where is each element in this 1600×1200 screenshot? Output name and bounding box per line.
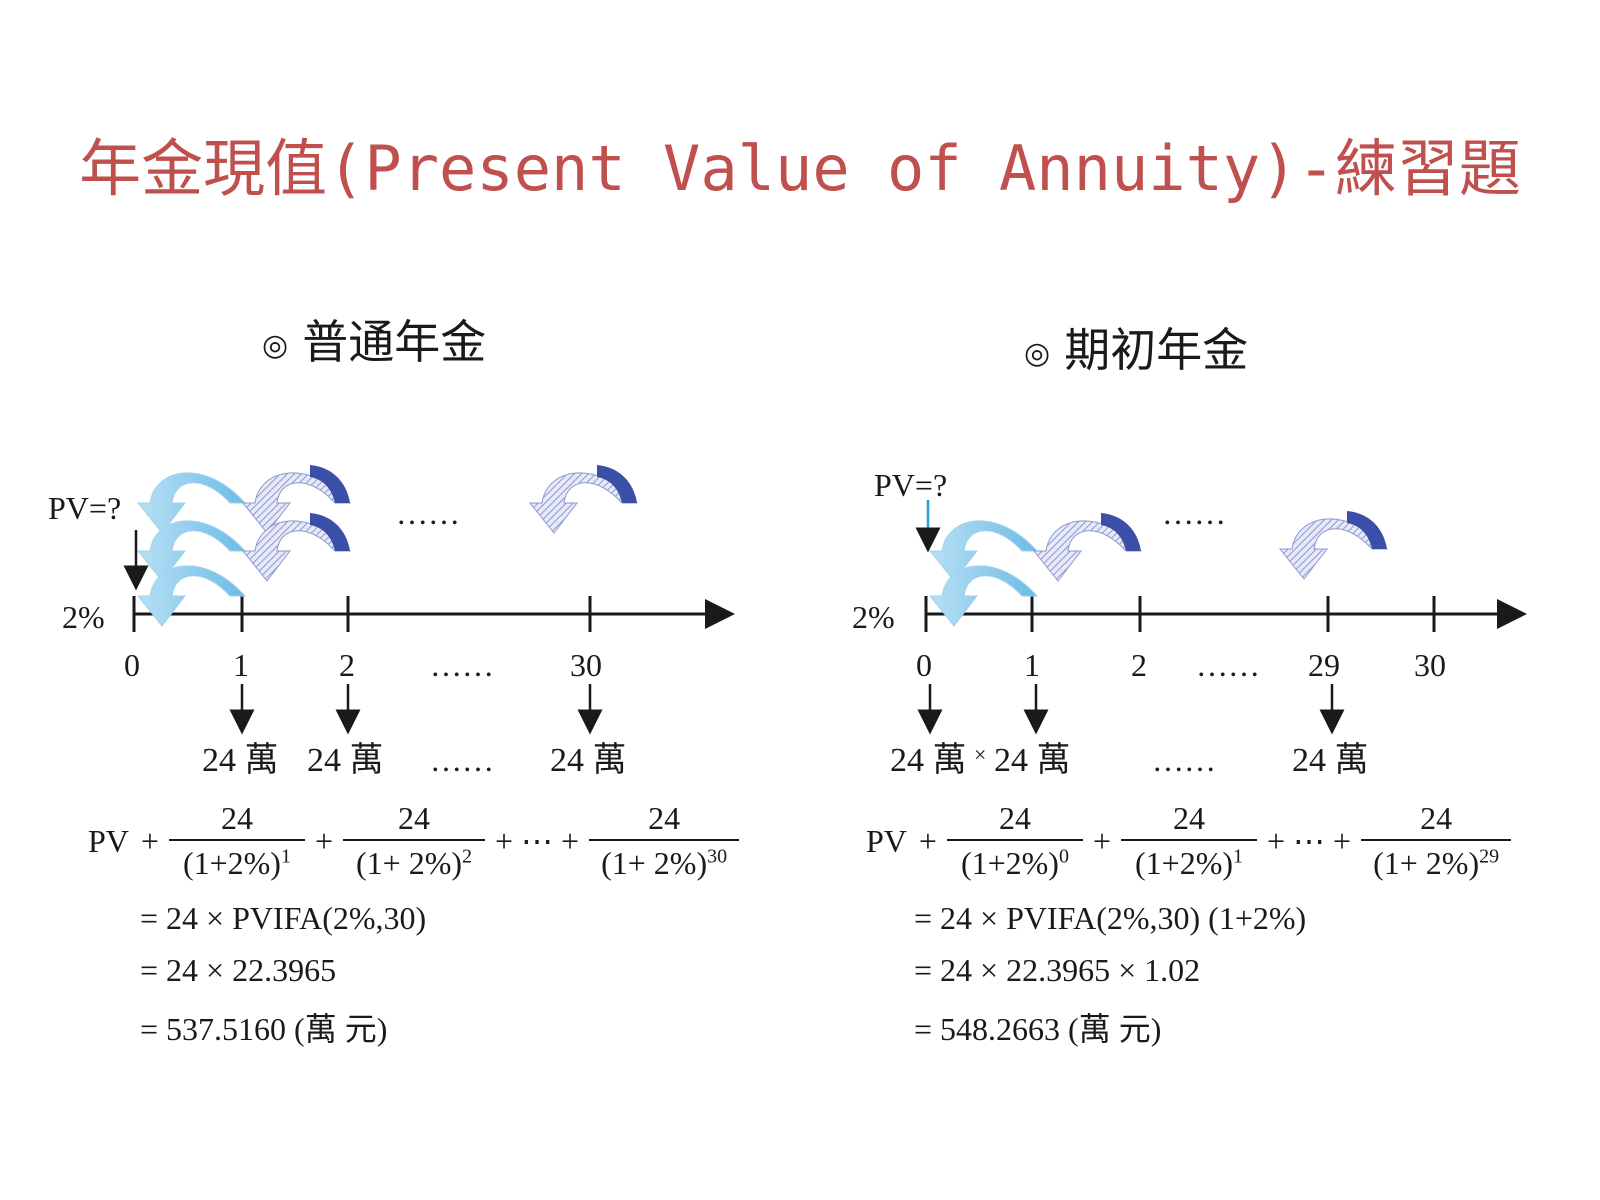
discount-arrow-icon (1033, 512, 1142, 582)
term-numerator: 24 (168, 800, 305, 841)
tick-label: 30 (570, 647, 602, 683)
term-denominator: (1+2%)0 (960, 845, 1069, 881)
formula-dots: + ⋯ + (495, 823, 580, 859)
term-denominator: (1+ 2%)2 (355, 845, 472, 881)
term-denominator: (1+2%)1 (182, 845, 291, 881)
term-denominator: (1+ 2%)29 (1373, 845, 1500, 881)
discount-arrow-icon (929, 565, 1038, 627)
formula-dots: + ⋯ + (1267, 823, 1352, 859)
tick-label: 2 (1131, 647, 1147, 683)
formula-term: 24 (1+ 2%)2 (343, 800, 485, 882)
payment-label: …… (1152, 742, 1216, 778)
bullet-icon: ◎ (262, 328, 289, 363)
formula-plus: + (314, 822, 333, 859)
discount-arrow-icon (137, 565, 246, 627)
left-pv-label: PV=? (48, 490, 121, 526)
formula-term: 24 (1+2%)1 (1121, 800, 1257, 882)
formula-pv: PV (88, 822, 129, 859)
term-numerator: 24 (1121, 800, 1257, 841)
formula-plus: + (918, 822, 937, 859)
tick-label: 30 (1414, 647, 1446, 683)
payment-label: 24 萬 (307, 741, 384, 779)
discount-arrow-icon (529, 464, 638, 534)
right-formula-line: = 24 × 22.3965 × 1.02 (914, 952, 1201, 988)
right-heading: ◎ 期初年金 (1024, 314, 1248, 380)
term-denominator: (1+2%)1 (1134, 845, 1243, 881)
payment-label: 24 萬 (1292, 741, 1369, 779)
left-formula: PV + 24 (1+2%)1 + 24 (1+ 2%)2 + ⋯ + 24 (… (86, 800, 740, 882)
left-heading: ◎ 普通年金 (262, 306, 486, 372)
top-ellipsis: …… (1162, 495, 1226, 531)
page-title: 年金現值(Present Value of Annuity)-練習題 (79, 132, 1521, 205)
right-timeline: PV=? 2% 0 1 2 …… 29 30 24 萬 × 24 萬 …… 24… (852, 467, 1527, 779)
top-ellipsis: …… (396, 495, 460, 531)
left-timeline: PV=? 2% 0 1 2 …… 30 24 萬 24 萬 …… 24 萬 …… (48, 464, 735, 779)
discount-arrow-icon (1279, 510, 1388, 580)
formula-term: 24 (1+2%)0 (946, 800, 1083, 882)
right-heading-text: 期初年金 (1064, 323, 1249, 377)
tick-label: 0 (124, 647, 140, 683)
left-rate: 2% (62, 599, 105, 635)
tick-label: 2 (339, 647, 355, 683)
tick-label: 1 (1024, 647, 1040, 683)
tick-label: 1 (233, 647, 249, 683)
payment-label: × (974, 742, 986, 767)
formula-plus: + (1092, 822, 1111, 859)
term-denominator: (1+ 2%)30 (601, 845, 728, 881)
left-formula-line: = 24 × 22.3965 (140, 952, 337, 988)
formula-term: 24 (1+ 2%)29 (1361, 800, 1512, 882)
right-formula-line: = 24 × PVIFA(2%,30) (1+2%) (914, 900, 1307, 936)
formula-term: 24 (1+2%)1 (168, 800, 305, 882)
formula-term: 24 (1+ 2%)30 (589, 800, 740, 882)
term-numerator: 24 (343, 800, 485, 841)
formula-pv: PV (866, 822, 907, 859)
payment-label: 24 萬 (890, 741, 967, 779)
tick-label: 0 (916, 647, 932, 683)
payment-label: 24 萬 (550, 741, 627, 779)
left-heading-text: 普通年金 (302, 315, 487, 369)
tick-label: …… (1196, 647, 1260, 683)
payment-label: 24 萬 (202, 741, 279, 779)
term-numerator: 24 (589, 800, 740, 841)
payment-label: 24 萬 (994, 741, 1071, 779)
term-numerator: 24 (946, 800, 1083, 841)
tick-label: …… (430, 647, 494, 683)
right-formula: PV + 24 (1+2%)0 + 24 (1+2%)1 + ⋯ + 24 (1… (864, 800, 1512, 882)
formula-plus: + (140, 822, 159, 859)
left-formula-line: = 24 × PVIFA(2%,30) (140, 900, 427, 936)
right-formula-line: = 548.2663 (萬 元) (914, 1011, 1162, 1047)
right-rate: 2% (852, 599, 895, 635)
tick-label: 29 (1308, 647, 1340, 683)
term-numerator: 24 (1361, 800, 1512, 841)
payment-label: …… (430, 742, 494, 778)
left-formula-line: = 537.5160 (萬 元) (140, 1011, 388, 1047)
bullet-icon: ◎ (1024, 336, 1051, 371)
right-pv-label: PV=? (874, 467, 947, 503)
